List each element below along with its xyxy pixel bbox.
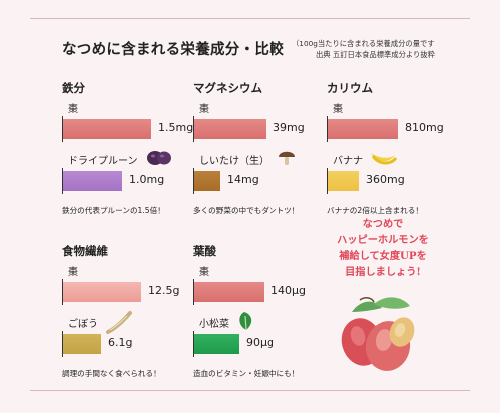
chart-1-category-label-1: しいたけ（生） xyxy=(199,156,269,167)
chart-2-category-label-1: バナナ xyxy=(333,156,363,167)
chart-2-title: カリウム xyxy=(327,81,373,95)
chart-4-title: 葉酸 xyxy=(193,244,216,258)
chart-1-bar-1 xyxy=(194,171,220,191)
chart-1-value-label-0: 39mg xyxy=(273,121,305,134)
chart-4-baseline-0 xyxy=(193,279,194,305)
bottom-rule xyxy=(30,390,470,391)
chart-4-bar-0 xyxy=(194,282,264,302)
chart-4-caption: 造血のビタミン・妊娠中にも！ xyxy=(193,369,300,378)
chart-1-caption: 多くの野菜の中でもダントツ！ xyxy=(193,206,300,215)
chart-3-value-label-1: 6.1g xyxy=(108,336,133,349)
top-rule xyxy=(30,18,470,19)
prune-icon xyxy=(146,151,171,165)
chart-0-baseline-0 xyxy=(62,116,63,142)
chart-0-caption: 鉄分の代表プルーンの1.5倍！ xyxy=(62,206,165,215)
page-title: なつめに含まれる栄養成分・比較 xyxy=(62,41,284,58)
chart-3-caption: 調理の手間なく食べられる！ xyxy=(62,369,161,378)
banana-icon xyxy=(370,153,397,165)
chart-1-bar-0 xyxy=(194,119,266,139)
promo-message: なつめで ハッピーホルモンを 補給して女度UPを 目指しましょう! xyxy=(318,216,448,280)
source-note: （100g当たりに含まれる栄養成分の量です 出典 五訂日本食品標準成分より抜粋 xyxy=(292,38,462,60)
chart-3-baseline-1 xyxy=(62,331,63,357)
chart-0-bar-1 xyxy=(63,171,122,191)
chart-4-value-label-1: 90μg xyxy=(246,336,274,349)
chart-0-value-label-1: 1.0mg xyxy=(129,173,165,186)
note-line-2: 出典 五訂日本食品標準成分より抜粋 xyxy=(316,50,435,59)
chart-0-category-label-0: 棗 xyxy=(68,104,78,115)
chart-1-title: マグネシウム xyxy=(193,81,262,95)
chart-3-title: 食物繊維 xyxy=(62,244,108,258)
chart-3-bar-1 xyxy=(63,334,101,354)
chart-2-bar-1 xyxy=(328,171,359,191)
chart-4-value-label-0: 140μg xyxy=(271,284,306,297)
chart-1-baseline-0 xyxy=(193,116,194,142)
chart-1-category-label-0: 棗 xyxy=(199,104,209,115)
komatsuna-icon xyxy=(238,312,251,331)
chart-0-baseline-1 xyxy=(62,168,63,194)
chart-1-value-label-1: 14mg xyxy=(227,173,259,186)
burdock-icon xyxy=(105,311,132,334)
chart-2-baseline-0 xyxy=(327,116,328,142)
chart-0-title: 鉄分 xyxy=(62,81,85,95)
promo-line-1: なつめで xyxy=(362,218,404,230)
chart-2-baseline-1 xyxy=(327,168,328,194)
chart-0-bar-0 xyxy=(63,119,151,139)
chart-2-value-label-1: 360mg xyxy=(366,173,405,186)
chart-4-category-label-0: 棗 xyxy=(199,267,209,278)
chart-4-category-label-1: 小松菜 xyxy=(199,319,229,330)
chart-4-baseline-1 xyxy=(193,331,194,357)
chart-4-bar-1 xyxy=(194,334,239,354)
chart-0-value-label-0: 1.5mg xyxy=(158,121,194,134)
chart-3-bar-0 xyxy=(63,282,141,302)
note-line-1: （100g当たりに含まれる栄養成分の量です xyxy=(292,39,435,48)
chart-2-category-label-0: 棗 xyxy=(333,104,343,115)
chart-2-caption: バナナの2倍以上含まれる！ xyxy=(327,206,423,215)
chart-3-category-label-0: 棗 xyxy=(68,267,78,278)
jujube-fruit-icon xyxy=(341,297,415,371)
shiitake-icon xyxy=(278,151,295,165)
chart-2-value-label-0: 810mg xyxy=(405,121,444,134)
promo-line-4: 目指しましょう! xyxy=(345,266,421,278)
promo-line-2: ハッピーホルモンを xyxy=(337,234,429,246)
chart-3-category-label-1: ごぼう xyxy=(68,319,98,330)
chart-3-value-label-0: 12.5g xyxy=(148,284,180,297)
promo-line-3: 補給して女度UPを xyxy=(339,250,427,262)
chart-1-baseline-1 xyxy=(193,168,194,194)
chart-0-category-label-1: ドライプルーン xyxy=(68,156,138,167)
chart-3-baseline-0 xyxy=(62,279,63,305)
chart-2-bar-0 xyxy=(328,119,398,139)
